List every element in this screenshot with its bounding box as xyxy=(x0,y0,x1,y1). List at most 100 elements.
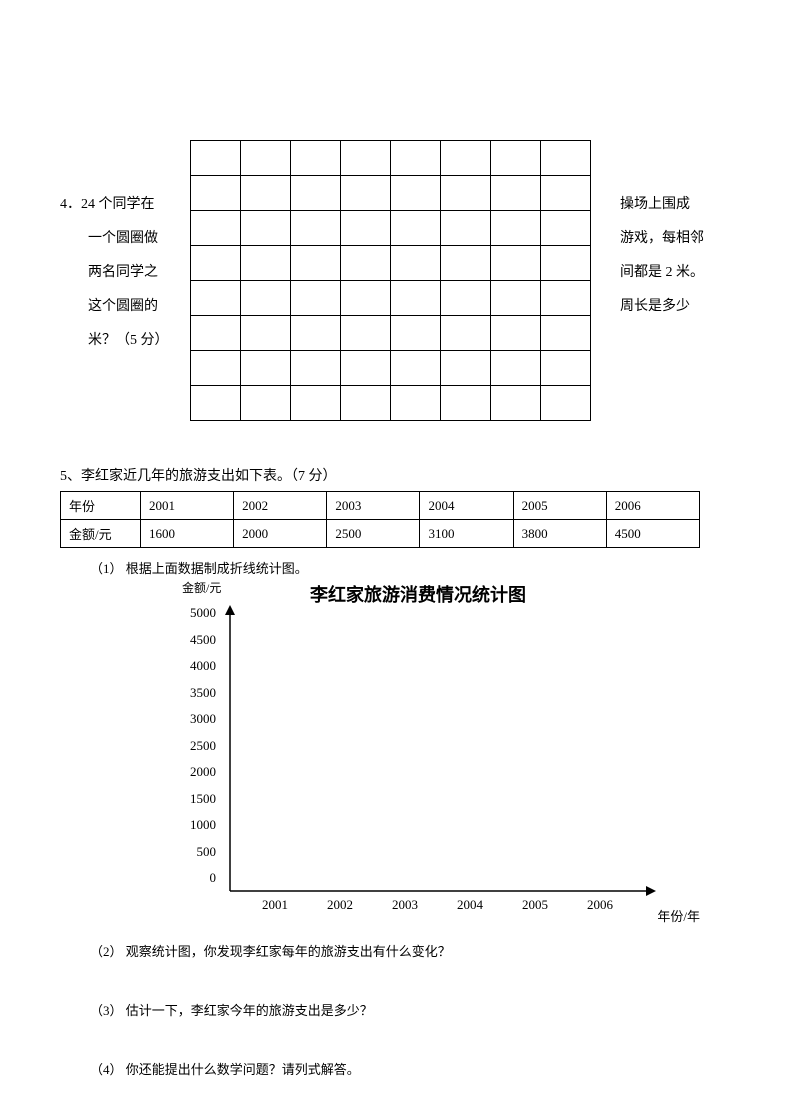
grid-cell xyxy=(241,351,291,386)
q4-line: 这个圆圈的 xyxy=(60,290,185,324)
grid-cell xyxy=(391,176,441,211)
q5-sub3: （3） 估计一下，李红家今年的旅游支出是多少？ xyxy=(90,1000,730,1019)
grid-cell xyxy=(191,141,241,176)
grid-cell xyxy=(191,316,241,351)
question-4: 4．24 个同学在 一个圆圈做 两名同学之 这个圆圈的 米？（5 分） 操场上围… xyxy=(60,140,730,440)
q4-text-left: 4．24 个同学在 一个圆圈做 两名同学之 这个圆圈的 米？（5 分） xyxy=(60,188,185,358)
x-axis-label: 年份/年 xyxy=(657,906,700,925)
cell: 4500 xyxy=(606,520,699,548)
cell: 2005 xyxy=(513,492,606,520)
grid-cell xyxy=(341,316,391,351)
line-chart: 金额/元 李红家旅游消费情况统计图 5000450040003500300025… xyxy=(130,581,690,931)
grid-cell xyxy=(291,281,341,316)
cell: 2001 xyxy=(141,492,234,520)
grid-cell xyxy=(341,211,391,246)
grid-cell xyxy=(241,176,291,211)
grid-cell xyxy=(241,211,291,246)
grid-cell xyxy=(241,141,291,176)
grid-cell xyxy=(491,281,541,316)
grid-cell xyxy=(541,176,591,211)
x-tick-label: 2001 xyxy=(250,897,300,913)
grid-cell xyxy=(341,281,391,316)
q4-line: 米？（5 分） xyxy=(60,324,185,358)
grid-cell xyxy=(391,141,441,176)
cell: 2500 xyxy=(327,520,420,548)
grid-cell xyxy=(341,176,391,211)
chart-axes xyxy=(220,601,670,901)
grid-cell xyxy=(241,386,291,421)
grid-cell xyxy=(541,246,591,281)
question-5: 5、李红家近几年的旅游支出如下表。（7 分） 年份 2001 2002 2003… xyxy=(60,465,730,1078)
q5-title: 5、李红家近几年的旅游支出如下表。（7 分） xyxy=(60,465,730,485)
y-tick-label: 3000 xyxy=(178,711,216,727)
grid-cell xyxy=(441,176,491,211)
grid-cell xyxy=(541,141,591,176)
grid-cell xyxy=(441,211,491,246)
q5-sub4: （4） 你还能提出什么数学问题？请列式解答。 xyxy=(90,1059,730,1078)
grid-cell xyxy=(541,281,591,316)
y-tick-label: 3500 xyxy=(178,685,216,701)
grid-cell xyxy=(441,281,491,316)
grid-cell xyxy=(191,246,241,281)
grid-cell xyxy=(291,141,341,176)
y-tick-label: 4500 xyxy=(178,632,216,648)
grid-cell xyxy=(191,351,241,386)
q4-line: 两名同学之 xyxy=(60,256,185,290)
q4-line: 周长是多少 xyxy=(620,290,720,324)
y-tick-label: 0 xyxy=(178,870,216,886)
x-tick-label: 2004 xyxy=(445,897,495,913)
grid-cell xyxy=(191,176,241,211)
grid-cell xyxy=(391,386,441,421)
grid-cell xyxy=(241,246,291,281)
grid-cell xyxy=(291,316,341,351)
cell: 2002 xyxy=(234,492,327,520)
x-tick-label: 2003 xyxy=(380,897,430,913)
q4-line: 游戏，每相邻 xyxy=(620,222,720,256)
grid-cell xyxy=(491,211,541,246)
x-tick-label: 2006 xyxy=(575,897,625,913)
y-tick-label: 1000 xyxy=(178,817,216,833)
grid-cell xyxy=(491,351,541,386)
q5-sub2: （2） 观察统计图，你发现李红家每年的旅游支出有什么变化？ xyxy=(90,941,730,960)
y-tick-label: 2000 xyxy=(178,764,216,780)
grid-cell xyxy=(491,316,541,351)
cell: 2003 xyxy=(327,492,420,520)
grid-cell xyxy=(541,316,591,351)
grid-cell xyxy=(541,386,591,421)
grid-cell xyxy=(291,246,341,281)
q4-line: 间都是 2 米。 xyxy=(620,256,720,290)
grid-cell xyxy=(541,211,591,246)
grid-cell xyxy=(191,281,241,316)
grid-cell xyxy=(391,351,441,386)
x-tick-label: 2002 xyxy=(315,897,365,913)
page: 4．24 个同学在 一个圆圈做 两名同学之 这个圆圈的 米？（5 分） 操场上围… xyxy=(0,0,790,1118)
y-axis-label: 金额/元 xyxy=(182,579,221,596)
cell: 3800 xyxy=(513,520,606,548)
grid-cell xyxy=(441,141,491,176)
grid-cell xyxy=(341,141,391,176)
row-label: 年份 xyxy=(61,492,141,520)
cell: 1600 xyxy=(141,520,234,548)
grid-cell xyxy=(441,246,491,281)
grid-cell xyxy=(441,316,491,351)
grid-cell xyxy=(241,316,291,351)
y-tick-label: 500 xyxy=(178,844,216,860)
y-tick-label: 5000 xyxy=(178,605,216,621)
grid-cell xyxy=(391,211,441,246)
grid-cell xyxy=(491,246,541,281)
grid-cell xyxy=(491,386,541,421)
x-tick-label: 2005 xyxy=(510,897,560,913)
grid-cell xyxy=(441,351,491,386)
q4-line: 操场上围成 xyxy=(620,188,720,222)
grid-cell xyxy=(191,211,241,246)
answer-grid xyxy=(190,140,591,421)
grid-cell xyxy=(291,211,341,246)
grid-cell xyxy=(341,246,391,281)
grid-cell xyxy=(391,281,441,316)
cell: 2004 xyxy=(420,492,513,520)
q4-text-right: 操场上围成 游戏，每相邻 间都是 2 米。 周长是多少 xyxy=(620,188,720,324)
q4-line: 一个圆圈做 xyxy=(60,222,185,256)
grid-cell xyxy=(291,386,341,421)
grid-cell xyxy=(341,351,391,386)
cell: 3100 xyxy=(420,520,513,548)
